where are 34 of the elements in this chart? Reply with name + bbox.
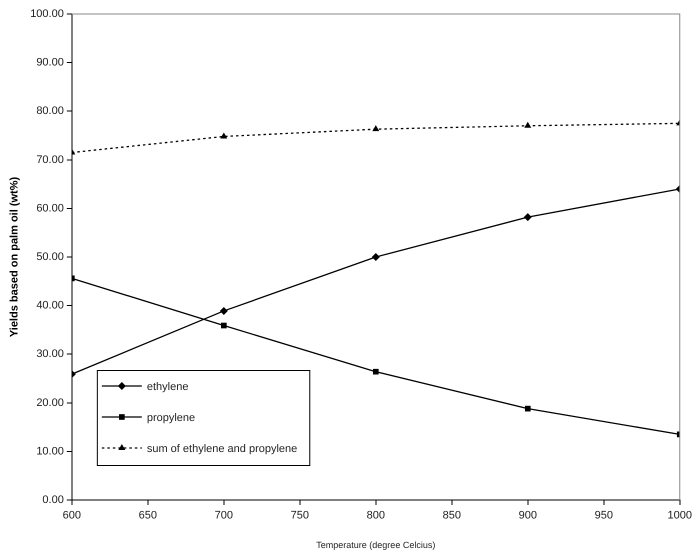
x-axis-title: Temperature (degree Celcius) (316, 540, 436, 550)
point (220, 322, 227, 328)
y-tick-label: 40.00 (36, 300, 64, 312)
point (372, 368, 379, 375)
x-tick-label: 750 (290, 510, 309, 522)
y-tick-label: 90.00 (36, 56, 64, 69)
y-tick-label: 100.00 (30, 8, 64, 20)
y-tick-label: 20.00 (36, 396, 64, 409)
point (524, 122, 532, 128)
x-tick-label: 650 (138, 510, 158, 522)
x-tick-label: 950 (594, 510, 613, 522)
point (524, 406, 531, 412)
point (372, 253, 380, 261)
y-tick-label: 0.00 (42, 494, 64, 506)
x-tick-label: 1000 (668, 510, 692, 522)
point (372, 125, 380, 132)
legend-label: sum of ethylene and propylene (146, 443, 298, 456)
legend-label: propylene (146, 412, 196, 424)
x-tick-label: 850 (442, 510, 461, 522)
x-tick-label: 900 (518, 510, 537, 522)
y-tick-label: 60.00 (36, 202, 64, 214)
y-tick-label: 30.00 (36, 348, 64, 360)
y-axis-title: Yields based on palm oil (wt%) (8, 176, 21, 338)
x-tick-label: 800 (366, 510, 385, 522)
legend-label: ethylene (146, 381, 188, 394)
y-tick-label: 70.00 (36, 154, 64, 166)
y-tick-label: 50.00 (36, 251, 64, 264)
y-tick-label: 80.00 (36, 105, 64, 118)
point (524, 213, 532, 222)
x-tick-label: 700 (214, 510, 234, 522)
point (220, 306, 228, 315)
y-tick-label: 10.00 (36, 445, 64, 458)
x-tick-label: 600 (62, 510, 82, 522)
point (220, 132, 228, 138)
